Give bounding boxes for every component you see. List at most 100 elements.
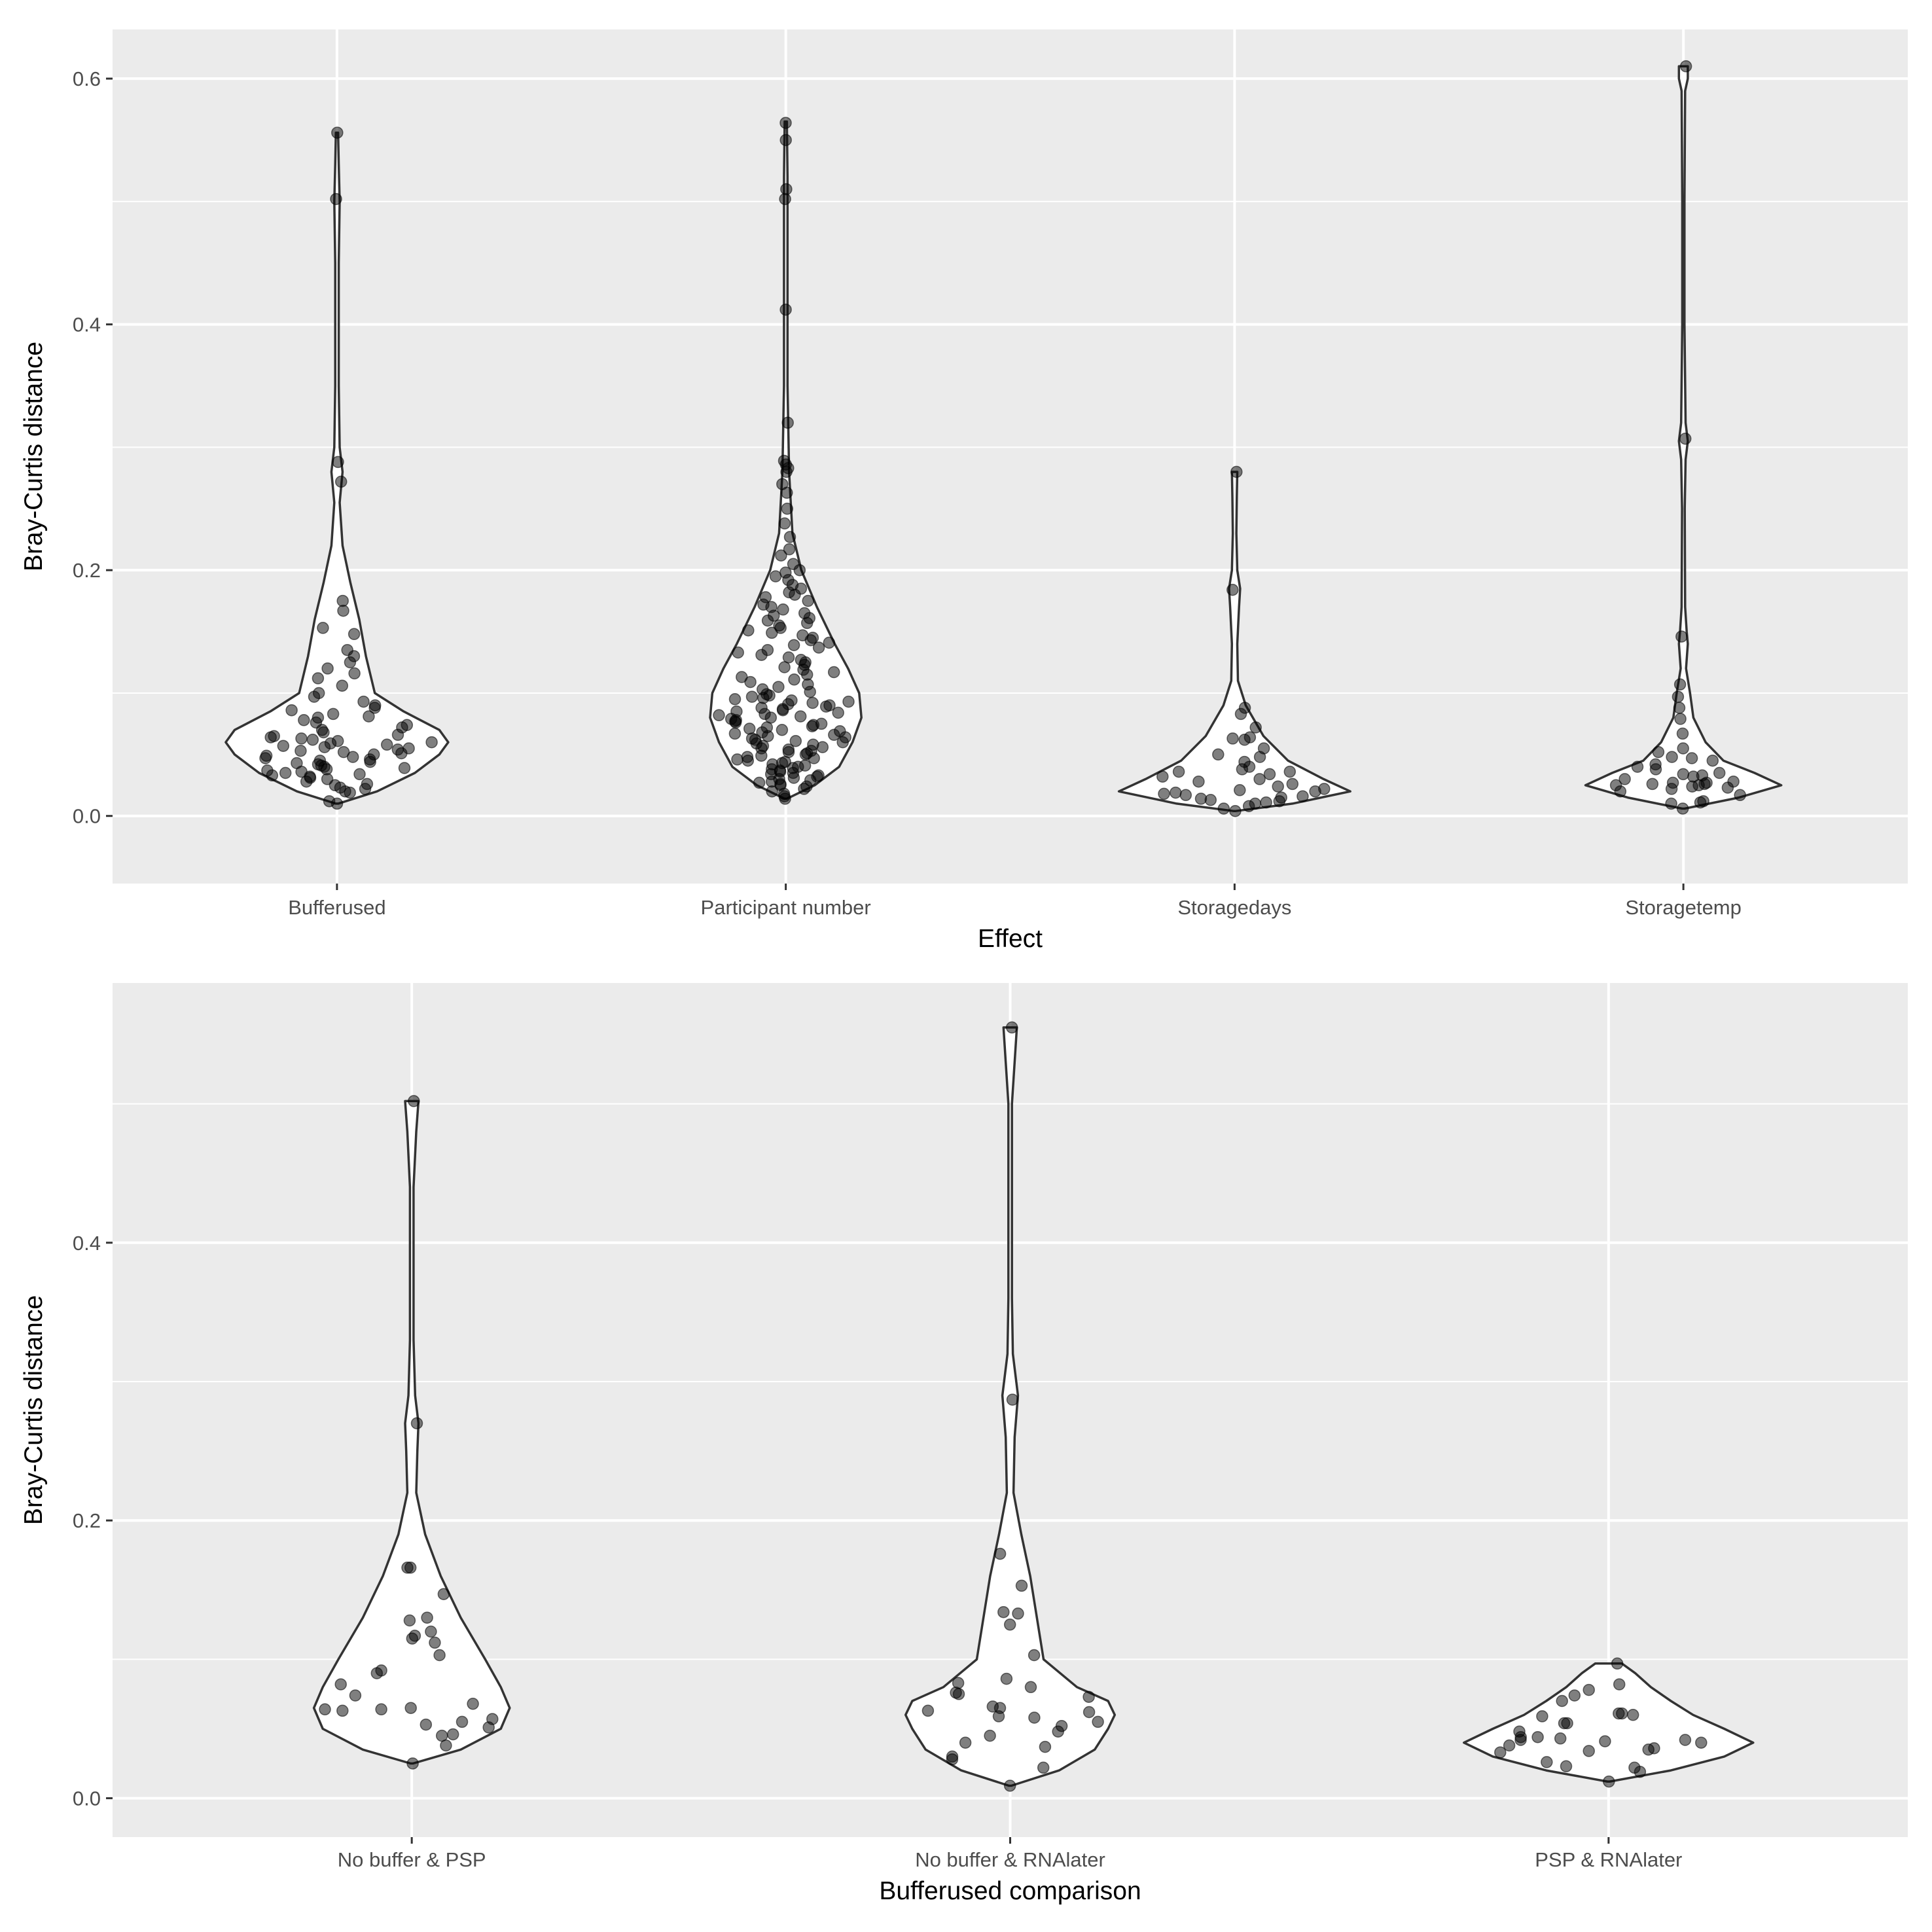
data-point: [1000, 1672, 1013, 1685]
x-axis-title: Effect: [978, 925, 1043, 953]
data-point: [331, 126, 344, 139]
data-point: [1672, 690, 1685, 703]
data-point: [1273, 795, 1286, 808]
data-point: [804, 685, 816, 698]
data-point: [1674, 713, 1687, 725]
data-point: [745, 690, 759, 703]
data-point: [308, 690, 321, 703]
data-point: [380, 738, 393, 751]
data-point: [264, 731, 277, 743]
data-point: [808, 752, 820, 764]
data-point: [789, 734, 802, 747]
data-point: [1554, 1732, 1567, 1745]
data-point: [363, 710, 375, 723]
data-point: [827, 666, 840, 679]
data-point: [816, 741, 829, 753]
data-point: [819, 700, 832, 713]
data-point: [312, 672, 325, 685]
data-point: [742, 754, 755, 767]
data-point: [408, 1095, 420, 1107]
data-point: [842, 695, 855, 708]
data-point: [1272, 780, 1284, 793]
data-point: [259, 752, 272, 764]
x-tick-label-psp-rnalater: PSP & RNAlater: [1535, 1848, 1682, 1871]
data-point: [353, 768, 366, 781]
data-point: [391, 728, 404, 742]
data-point: [836, 736, 849, 749]
data-point: [1309, 785, 1321, 798]
data-point: [984, 1729, 996, 1742]
data-point: [1613, 1678, 1626, 1690]
data-point: [804, 634, 817, 647]
data-point: [1217, 802, 1230, 815]
data-point: [1092, 1715, 1104, 1728]
violin-storagedays: [1117, 465, 1351, 817]
data-point: [921, 1704, 935, 1717]
data-point: [425, 736, 438, 749]
data-point: [992, 1710, 1005, 1723]
data-point: [1613, 1707, 1625, 1720]
data-point: [348, 628, 361, 641]
y-tick-label: 0.2: [73, 1509, 101, 1532]
data-point: [1024, 1681, 1037, 1694]
data-point: [794, 710, 807, 723]
data-point: [429, 1636, 441, 1649]
data-point: [456, 1715, 469, 1728]
data-point: [370, 1667, 384, 1679]
data-point: [1679, 433, 1692, 445]
data-point: [772, 681, 785, 693]
data-point: [1713, 766, 1726, 779]
data-point: [1005, 1021, 1018, 1034]
data-point: [728, 727, 742, 740]
data-point: [1677, 742, 1689, 755]
violin-psp-rnalater: [1463, 1657, 1755, 1788]
data-point: [729, 716, 742, 729]
data-point: [1583, 1683, 1595, 1696]
data-point: [783, 531, 796, 543]
data-point: [779, 303, 792, 316]
data-point: [769, 570, 782, 582]
data-point: [398, 762, 411, 774]
data-point: [1677, 768, 1690, 781]
data-point: [780, 465, 793, 478]
data-point: [437, 1588, 450, 1600]
data-point: [1560, 1760, 1573, 1773]
data-point: [812, 641, 825, 654]
data-point: [761, 614, 774, 627]
x-axis-title: Bufferused comparison: [879, 1877, 1141, 1905]
data-point: [1649, 763, 1662, 776]
y-tick-label: 0.2: [73, 559, 101, 582]
data-point: [742, 624, 755, 637]
data-point: [1676, 802, 1689, 815]
data-point: [300, 775, 313, 788]
data-point: [279, 766, 292, 779]
data-point: [346, 751, 359, 763]
data-point: [1642, 1744, 1655, 1756]
data-point: [368, 702, 381, 714]
data-point: [330, 192, 342, 206]
y-axis-title: Bray-Curtis distance: [20, 342, 48, 571]
data-point: [1039, 1740, 1052, 1753]
data-point: [1676, 727, 1689, 740]
data-point: [755, 649, 768, 661]
data-point: [952, 1688, 965, 1700]
data-point: [1686, 780, 1698, 793]
data-point: [1673, 702, 1686, 714]
data-point: [997, 1605, 1010, 1619]
violin-chart-bufferused-comparison: 0.0 0.2 0.4 No buffer & PSP No buffer & RNAl…: [20, 983, 1908, 1905]
data-point: [993, 1547, 1007, 1560]
data-point: [1236, 763, 1249, 776]
data-point: [1226, 732, 1239, 745]
data-point: [1494, 1746, 1507, 1759]
data-point: [832, 706, 844, 719]
data-point: [295, 732, 308, 745]
y-tick-label: 0.4: [73, 1232, 101, 1255]
data-point: [959, 1736, 972, 1749]
data-point: [332, 456, 344, 469]
violin-no-buffer-rnalater: [904, 1021, 1117, 1792]
data-point: [1568, 1689, 1581, 1702]
data-point: [781, 416, 794, 429]
data-point: [728, 693, 742, 706]
data-point: [403, 1614, 416, 1627]
data-point: [1037, 1761, 1050, 1774]
